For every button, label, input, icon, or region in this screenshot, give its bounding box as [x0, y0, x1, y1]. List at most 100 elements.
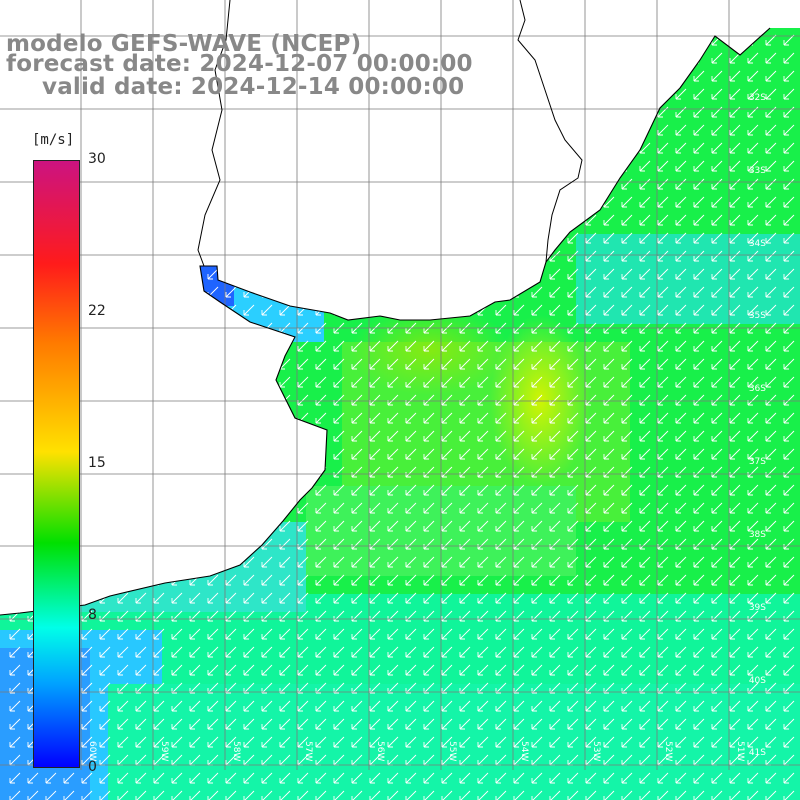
wind-arrow [639, 538, 651, 550]
wind-cell [324, 576, 342, 594]
wind-cell [612, 630, 630, 648]
wind-arrow [405, 520, 417, 532]
wind-cell [792, 504, 800, 522]
wind-cell [576, 774, 594, 792]
wind-arrow [9, 646, 21, 658]
wind-cell [126, 792, 144, 800]
wind-arrow [459, 718, 471, 730]
wind-cell [342, 414, 360, 432]
wind-cell [756, 360, 774, 378]
wind-cell [756, 720, 774, 738]
wind-arrow [675, 124, 687, 136]
wind-arrow [495, 484, 507, 496]
wind-cell [90, 702, 108, 720]
wind-arrow [9, 664, 21, 676]
wind-cell [612, 666, 630, 684]
wind-arrow [207, 574, 219, 586]
wind-cell [270, 738, 288, 756]
wind-cell [630, 360, 648, 378]
wind-arrow [585, 466, 597, 478]
wind-arrow [765, 592, 777, 604]
wind-arrow [243, 646, 255, 658]
wind-arrow [729, 196, 741, 208]
wind-arrow [621, 376, 633, 388]
wind-arrow [765, 142, 777, 154]
colorbar [33, 160, 80, 768]
wind-cell [324, 648, 342, 666]
wind-arrow [693, 700, 705, 712]
wind-arrow [477, 358, 489, 370]
wind-arrow [297, 790, 309, 800]
wind-arrow [333, 340, 345, 352]
wind-cell [486, 504, 504, 522]
wind-cell [72, 792, 90, 800]
wind-arrow [549, 448, 561, 460]
wind-cell [630, 252, 648, 270]
wind-arrow [531, 538, 543, 550]
wind-cell [486, 666, 504, 684]
wind-arrow [783, 466, 795, 478]
wind-arrow [693, 376, 705, 388]
wind-cell [540, 702, 558, 720]
wind-cell [738, 576, 756, 594]
wind-cell [684, 432, 702, 450]
wind-cell [702, 306, 720, 324]
wind-arrow [441, 772, 453, 784]
wind-cell [792, 612, 800, 630]
wind-arrow [621, 556, 633, 568]
wind-arrow [315, 628, 327, 640]
wind-arrow [423, 538, 435, 550]
wind-cell [774, 324, 792, 342]
wind-arrow [261, 574, 273, 586]
wind-cell [756, 378, 774, 396]
wind-cell [630, 450, 648, 468]
wind-cell [756, 342, 774, 360]
wind-arrow [657, 376, 669, 388]
wind-cell [468, 594, 486, 612]
wind-cell [774, 612, 792, 630]
wind-cell [198, 648, 216, 666]
wind-cell [738, 234, 756, 252]
wind-cell [414, 702, 432, 720]
wind-arrow [441, 664, 453, 676]
wind-cell [468, 774, 486, 792]
wind-cell [774, 738, 792, 756]
wind-arrow [765, 178, 777, 190]
wind-arrow [585, 700, 597, 712]
wind-cell [558, 648, 576, 666]
wind-arrow [333, 574, 345, 586]
wind-cell [684, 162, 702, 180]
wind-cell [342, 720, 360, 738]
wind-cell [792, 72, 800, 90]
wind-cell [702, 558, 720, 576]
wind-arrow [405, 718, 417, 730]
wind-arrow [549, 736, 561, 748]
wind-cell [756, 234, 774, 252]
wind-arrow [675, 592, 687, 604]
wind-cell [522, 792, 540, 800]
wind-cell [756, 738, 774, 756]
wind-arrow [549, 574, 561, 586]
wind-cell [684, 306, 702, 324]
wind-arrow [549, 592, 561, 604]
wind-cell [252, 702, 270, 720]
wind-cell [684, 630, 702, 648]
wind-cell [90, 774, 108, 792]
wind-arrow [747, 250, 759, 262]
wind-cell [594, 288, 612, 306]
wind-arrow [639, 376, 651, 388]
wind-cell [0, 774, 18, 792]
wind-cell [306, 504, 324, 522]
wind-arrow [585, 448, 597, 460]
wind-arrow [351, 538, 363, 550]
wind-cell [702, 540, 720, 558]
wind-arrow [729, 628, 741, 640]
wind-cell [630, 612, 648, 630]
wind-cell [450, 486, 468, 504]
wind-arrow [657, 736, 669, 748]
wind-arrow [711, 70, 723, 82]
wind-arrow [387, 502, 399, 514]
wind-cell [702, 414, 720, 432]
wind-cell [450, 738, 468, 756]
wind-arrow [729, 646, 741, 658]
